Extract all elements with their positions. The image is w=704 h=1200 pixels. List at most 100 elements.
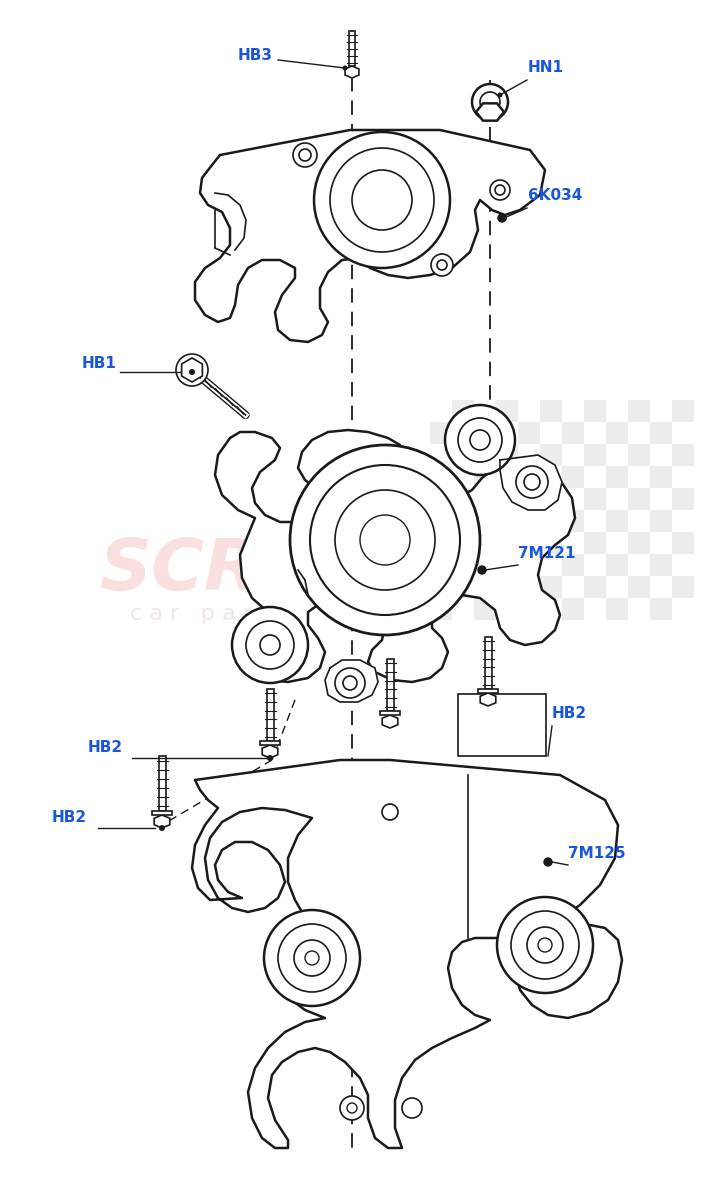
Bar [562, 554, 584, 576]
Bar [672, 488, 694, 510]
Circle shape [347, 1103, 357, 1114]
Polygon shape [325, 660, 378, 702]
Polygon shape [382, 715, 398, 728]
Bar [349, 31, 355, 66]
Bar [672, 444, 694, 466]
Bar [584, 444, 606, 466]
Circle shape [360, 515, 410, 565]
Bar [650, 554, 672, 576]
Circle shape [314, 132, 450, 268]
Bar [540, 576, 562, 598]
Bar [430, 466, 452, 488]
Circle shape [290, 445, 480, 635]
Circle shape [431, 254, 453, 276]
Circle shape [402, 1098, 422, 1118]
Bar [430, 554, 452, 576]
Bar [518, 598, 540, 620]
Bar [540, 444, 562, 466]
Text: HN1: HN1 [528, 60, 564, 74]
Polygon shape [476, 103, 504, 121]
Polygon shape [192, 760, 622, 1148]
Bar [584, 488, 606, 510]
Polygon shape [480, 692, 496, 706]
Circle shape [437, 260, 447, 270]
Bar [474, 554, 496, 576]
Circle shape [527, 926, 563, 962]
Bar [452, 576, 474, 598]
Circle shape [352, 170, 412, 230]
Bar [540, 532, 562, 554]
Circle shape [498, 92, 503, 97]
Bar [158, 756, 165, 811]
Text: 6K034: 6K034 [528, 188, 582, 203]
Bar [452, 532, 474, 554]
Circle shape [310, 464, 460, 614]
Bar [540, 400, 562, 422]
Bar [606, 422, 628, 444]
Bar [562, 598, 584, 620]
Text: HB2: HB2 [88, 740, 123, 755]
Polygon shape [215, 430, 575, 682]
Bar [474, 466, 496, 488]
Bar [380, 710, 400, 715]
Bar [628, 400, 650, 422]
Circle shape [544, 858, 552, 866]
Bar [430, 422, 452, 444]
Bar [606, 510, 628, 532]
Bar [650, 466, 672, 488]
Bar [430, 598, 452, 620]
Bar [518, 510, 540, 532]
Bar [628, 444, 650, 466]
Bar [672, 400, 694, 422]
Bar [458, 694, 546, 756]
Text: HB2: HB2 [52, 810, 87, 826]
Bar [474, 510, 496, 532]
Circle shape [470, 430, 490, 450]
Text: SCRAPA: SCRAPA [100, 536, 419, 605]
Bar [606, 554, 628, 576]
Bar [628, 576, 650, 598]
Bar [584, 532, 606, 554]
Circle shape [260, 635, 280, 655]
Circle shape [472, 84, 508, 120]
Circle shape [293, 143, 317, 167]
Circle shape [458, 418, 502, 462]
Circle shape [545, 859, 551, 865]
Circle shape [511, 911, 579, 979]
Polygon shape [182, 358, 202, 382]
Circle shape [498, 214, 506, 222]
Circle shape [246, 622, 294, 670]
Bar [606, 598, 628, 620]
Bar [628, 532, 650, 554]
Text: HB2: HB2 [552, 706, 587, 721]
Circle shape [516, 466, 548, 498]
Circle shape [299, 149, 311, 161]
Bar [650, 422, 672, 444]
Circle shape [382, 804, 398, 820]
Bar [267, 689, 273, 740]
Circle shape [524, 474, 540, 490]
Circle shape [330, 148, 434, 252]
Bar [606, 466, 628, 488]
Circle shape [278, 924, 346, 992]
Circle shape [501, 215, 507, 221]
Circle shape [340, 1096, 364, 1120]
Bar [452, 488, 474, 510]
Polygon shape [195, 130, 545, 342]
Circle shape [478, 566, 486, 574]
Circle shape [538, 938, 552, 952]
Bar [650, 598, 672, 620]
Bar [562, 510, 584, 532]
Bar [260, 740, 280, 745]
Circle shape [335, 668, 365, 698]
Polygon shape [345, 66, 359, 78]
Bar [628, 488, 650, 510]
Bar [452, 444, 474, 466]
Circle shape [335, 490, 435, 590]
Polygon shape [500, 455, 562, 510]
Polygon shape [154, 815, 170, 828]
Circle shape [490, 180, 510, 200]
Bar [584, 400, 606, 422]
Text: c a r   p a r t s: c a r p a r t s [130, 604, 287, 624]
Bar [518, 422, 540, 444]
